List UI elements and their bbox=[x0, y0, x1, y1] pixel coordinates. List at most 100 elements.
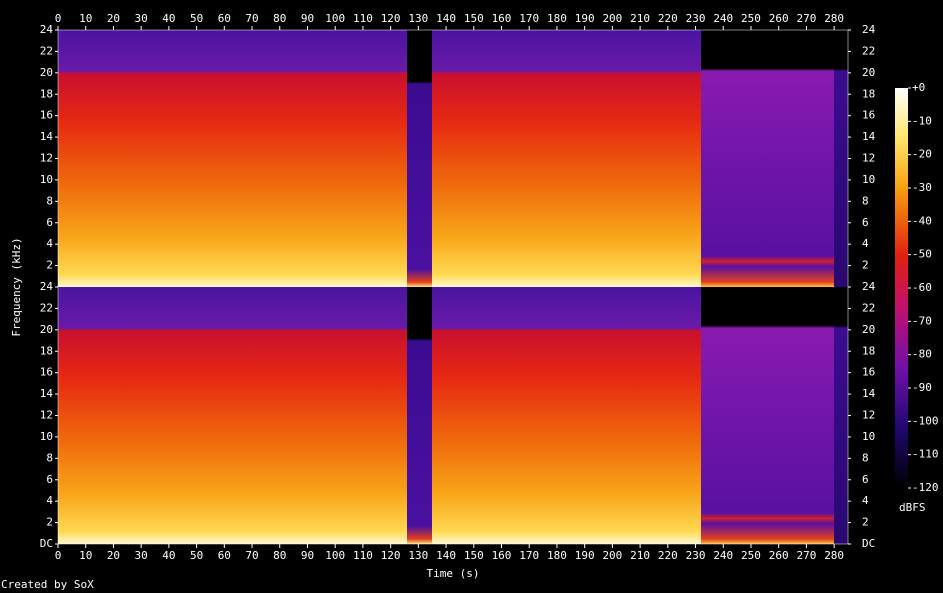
x-tick-label: 170 bbox=[519, 12, 539, 25]
y-tick-label: 8 bbox=[46, 194, 53, 207]
colorbar-tick-label: -120 bbox=[912, 481, 939, 494]
spectrum-region bbox=[701, 30, 834, 287]
x-tick-label: 50 bbox=[190, 549, 203, 562]
y-tick-label: 10 bbox=[40, 430, 53, 443]
x-tick-label: 80 bbox=[273, 549, 286, 562]
y-tick-label: 16 bbox=[862, 366, 875, 379]
y-tick-label: 10 bbox=[862, 173, 875, 186]
y-tick-label: 20 bbox=[40, 66, 53, 79]
y-tick-label: 20 bbox=[40, 323, 53, 336]
x-tick-label: 230 bbox=[686, 12, 706, 25]
y-tick-label: 20 bbox=[862, 66, 875, 79]
x-tick-label: 60 bbox=[218, 12, 231, 25]
x-tick-label: 20 bbox=[107, 12, 120, 25]
y-tick-label: 22 bbox=[40, 301, 53, 314]
colorbar-tick-label: -70 bbox=[912, 314, 932, 327]
x-tick-label: 10 bbox=[79, 549, 92, 562]
x-tick-label: 190 bbox=[575, 549, 595, 562]
x-tick-label: 130 bbox=[408, 549, 428, 562]
spectrum-region bbox=[407, 30, 432, 287]
x-tick-label: 260 bbox=[769, 549, 789, 562]
y-tick-label: 16 bbox=[40, 366, 53, 379]
x-tick-label: 240 bbox=[713, 12, 733, 25]
y-tick-label: 4 bbox=[46, 237, 53, 250]
x-tick-label: 220 bbox=[658, 12, 678, 25]
y-tick-label: DC bbox=[40, 537, 53, 550]
y-tick-label: 2 bbox=[862, 516, 869, 529]
colorbar-tick-label: -30 bbox=[912, 181, 932, 194]
colorbar-tick-label: -60 bbox=[912, 281, 932, 294]
y-tick-label: 24 bbox=[862, 280, 876, 293]
y-tick-label: 22 bbox=[40, 44, 53, 57]
y-tick-label: 14 bbox=[40, 387, 54, 400]
x-tick-label: 200 bbox=[602, 12, 622, 25]
spectrum-region bbox=[834, 287, 848, 544]
y-tick-label: 12 bbox=[40, 152, 53, 165]
spectrum-region bbox=[58, 30, 407, 287]
x-tick-label: 220 bbox=[658, 549, 678, 562]
x-tick-label: 230 bbox=[686, 549, 706, 562]
x-tick-label: 30 bbox=[135, 549, 148, 562]
x-tick-label: 0 bbox=[55, 549, 62, 562]
x-tick-label: 160 bbox=[492, 12, 512, 25]
x-tick-label: 40 bbox=[162, 12, 175, 25]
x-tick-label: 190 bbox=[575, 12, 595, 25]
colorbar-tick-label: -80 bbox=[912, 348, 932, 361]
y-tick-label: DC bbox=[862, 537, 875, 550]
x-tick-label: 180 bbox=[547, 549, 567, 562]
y-tick-label: 18 bbox=[862, 87, 875, 100]
x-tick-label: 70 bbox=[245, 12, 258, 25]
y-tick-label: 12 bbox=[862, 152, 875, 165]
colorbar-label: dBFS bbox=[899, 501, 926, 514]
colorbar bbox=[895, 88, 908, 488]
x-tick-label: 100 bbox=[325, 12, 345, 25]
y-tick-label: 12 bbox=[40, 409, 53, 422]
x-tick-label: 10 bbox=[79, 12, 92, 25]
x-tick-label: 50 bbox=[190, 12, 203, 25]
x-tick-label: 90 bbox=[301, 549, 314, 562]
y-tick-label: 14 bbox=[40, 130, 54, 143]
x-tick-label: 140 bbox=[436, 549, 456, 562]
colorbar-tick-label: -90 bbox=[912, 381, 932, 394]
x-tick-label: 270 bbox=[796, 549, 816, 562]
colorbar-tick-label: -10 bbox=[912, 114, 932, 127]
y-tick-label: 4 bbox=[46, 494, 53, 507]
x-tick-label: 0 bbox=[55, 12, 62, 25]
y-tick-label: 14 bbox=[862, 130, 876, 143]
y-tick-label: 16 bbox=[862, 109, 875, 122]
y-tick-label: 24 bbox=[40, 23, 54, 36]
y-tick-label: 2 bbox=[46, 259, 53, 272]
colorbar-tick-label: -100 bbox=[912, 414, 939, 427]
y-axis-label: Frequency (kHz) bbox=[10, 237, 23, 336]
x-tick-label: 130 bbox=[408, 12, 428, 25]
x-tick-label: 270 bbox=[796, 12, 816, 25]
channel-1-image bbox=[58, 30, 848, 287]
x-tick-label: 240 bbox=[713, 549, 733, 562]
colorbar-tick-label: -20 bbox=[912, 148, 932, 161]
spectrum-region bbox=[58, 287, 407, 544]
x-tick-label: 40 bbox=[162, 549, 175, 562]
y-tick-label: 6 bbox=[862, 473, 869, 486]
y-tick-label: 4 bbox=[862, 237, 869, 250]
channel-2-image bbox=[58, 287, 848, 544]
x-tick-label: 30 bbox=[135, 12, 148, 25]
y-tick-label: 6 bbox=[46, 216, 53, 229]
x-tick-label: 60 bbox=[218, 549, 231, 562]
x-tick-label: 250 bbox=[741, 549, 761, 562]
x-tick-label: 110 bbox=[353, 12, 373, 25]
x-tick-label: 200 bbox=[602, 549, 622, 562]
x-tick-label: 280 bbox=[824, 549, 844, 562]
y-tick-label: 18 bbox=[40, 87, 53, 100]
x-tick-label: 250 bbox=[741, 12, 761, 25]
colorbar-tick-label: -40 bbox=[912, 214, 932, 227]
y-tick-label: 16 bbox=[40, 109, 53, 122]
x-tick-label: 120 bbox=[381, 549, 401, 562]
spectrum-region bbox=[834, 30, 848, 287]
x-tick-label: 150 bbox=[464, 549, 484, 562]
x-tick-label: 180 bbox=[547, 12, 567, 25]
y-tick-label: 4 bbox=[862, 494, 869, 507]
y-tick-label: 2 bbox=[862, 259, 869, 272]
y-tick-label: 24 bbox=[862, 23, 876, 36]
